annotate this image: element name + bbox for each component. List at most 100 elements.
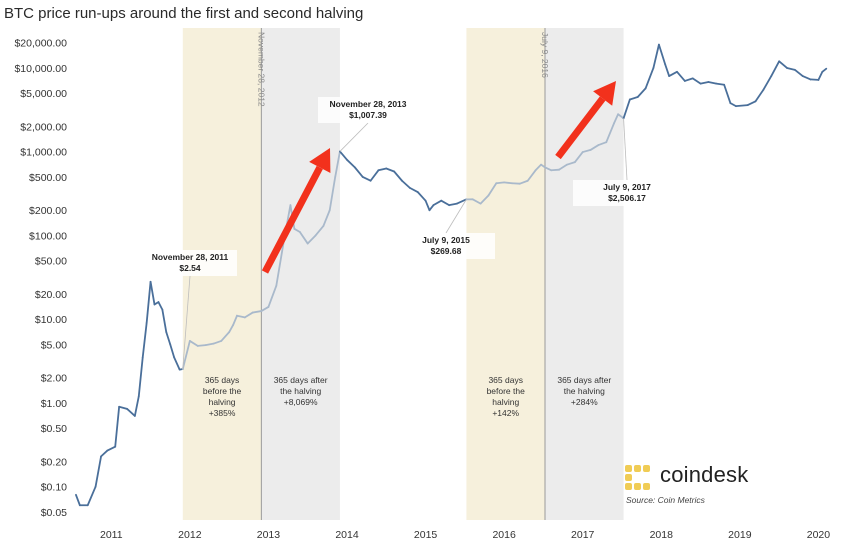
period-label: the halving <box>564 386 605 396</box>
price-segment <box>683 77 694 82</box>
price-segment <box>293 227 301 233</box>
price-segment <box>746 100 757 107</box>
price-segment <box>817 70 824 81</box>
price-segment <box>220 331 231 342</box>
chart-title: BTC price run-ups around the first and s… <box>4 5 364 22</box>
x-tick-label: 2015 <box>414 529 438 541</box>
price-segment <box>165 331 172 346</box>
annotation-leader <box>182 275 191 370</box>
price-segment <box>558 163 568 171</box>
red-arrow-icon <box>261 148 331 274</box>
y-tick-label: $0.50 <box>41 423 67 435</box>
price-segment <box>754 88 765 103</box>
annotation-box <box>573 180 681 206</box>
price-segment <box>243 311 254 319</box>
period-label: before the <box>487 386 526 396</box>
halving-lines-layer: November 28, 2012 July 9, 2016 <box>256 28 550 520</box>
period-label: +385% <box>209 408 236 418</box>
y-tick-label: $100.00 <box>29 230 67 242</box>
y-tick-label: $0.20 <box>41 456 67 468</box>
price-segment <box>188 340 199 347</box>
y-tick-label: $1,000.00 <box>20 147 67 159</box>
price-segment <box>652 43 660 69</box>
price-segment <box>691 77 702 85</box>
y-tick-label: $50.00 <box>35 256 67 268</box>
arrow-shaft <box>555 96 606 160</box>
price-segment <box>699 81 710 85</box>
y-tick-label: $1.00 <box>41 398 67 410</box>
price-segment <box>328 176 337 212</box>
x-tick-label: 2014 <box>335 529 359 541</box>
price-segment <box>118 405 128 410</box>
price-segment <box>495 181 506 185</box>
x-axis: 2011 2012 2013 2014 2015 2016 2017 2018 2019 2020 <box>100 529 830 541</box>
annotation-value: $2.54 <box>179 263 201 273</box>
y-tick-label: $500.00 <box>29 172 67 184</box>
price-segment <box>770 60 781 77</box>
red-arrow-icon <box>555 81 616 160</box>
price-segment <box>550 168 561 172</box>
price-segment <box>723 83 732 105</box>
price-segment <box>232 314 238 326</box>
price-segment <box>314 225 325 237</box>
price-segment <box>298 231 309 245</box>
annotation-box <box>397 233 495 259</box>
period-label: 365 days <box>488 375 523 385</box>
y-tick-label: $0.05 <box>41 507 67 519</box>
arrow-head <box>309 148 331 174</box>
price-segment <box>581 149 592 153</box>
price-segment <box>334 150 341 178</box>
price-segment <box>137 356 144 398</box>
price-segment <box>204 342 215 347</box>
period-label: halving <box>492 397 519 407</box>
period-label: 365 days <box>205 375 240 385</box>
y-tick-label: $5.00 <box>41 339 67 351</box>
price-segment <box>141 322 148 359</box>
x-tick-label: 2016 <box>492 529 516 541</box>
x-tick-label: 2019 <box>728 529 752 541</box>
period-label: the halving <box>280 386 321 396</box>
y-axis: $20,000.00 $10,000.00 $5,000.00 $2,000.00 $1… <box>14 38 67 519</box>
price-segment <box>361 176 372 182</box>
period-label: before the <box>203 386 242 396</box>
price-segment <box>377 167 388 172</box>
price-segment <box>393 170 403 182</box>
annotation-box <box>143 250 237 276</box>
price-segment <box>762 75 773 91</box>
halving-date-label: July 9, 2016 <box>540 32 550 78</box>
x-tick-label: 2012 <box>178 529 202 541</box>
annotation-date: July 9, 2017 <box>603 182 651 192</box>
annotation-date: November 28, 2013 <box>329 99 406 109</box>
price-segment <box>339 150 348 161</box>
price-segment <box>133 395 140 417</box>
y-tick-label: $10,000.00 <box>14 63 67 75</box>
price-segment <box>801 75 812 81</box>
period-label: +284% <box>571 397 598 407</box>
price-segment <box>526 169 537 182</box>
price-segment <box>173 356 181 371</box>
price-segment <box>100 449 109 458</box>
annotation-callout: July 9, 2017$2,506.17 <box>573 118 681 206</box>
price-segment <box>322 209 331 227</box>
halving-date-label: November 28, 2012 <box>256 32 266 107</box>
source-note: Source: Coin Metrics <box>626 495 705 505</box>
price-segment <box>212 340 223 345</box>
price-segment <box>369 169 380 182</box>
annotation-box <box>318 97 418 123</box>
price-segment <box>664 63 671 77</box>
price-segment <box>617 113 625 120</box>
price-segment <box>260 306 270 312</box>
price-segment <box>306 234 317 245</box>
price-segment <box>644 67 655 90</box>
price-segment <box>432 199 443 207</box>
price-segment <box>428 204 435 212</box>
price-segment <box>181 340 191 370</box>
price-segment <box>597 141 608 146</box>
price-segment <box>416 191 427 202</box>
y-tick-label: $20.00 <box>35 289 67 301</box>
annotation-leader <box>339 122 369 152</box>
y-tick-label: $0.10 <box>41 482 67 494</box>
x-tick-label: 2020 <box>807 529 831 541</box>
arrow-shaft <box>261 165 323 274</box>
